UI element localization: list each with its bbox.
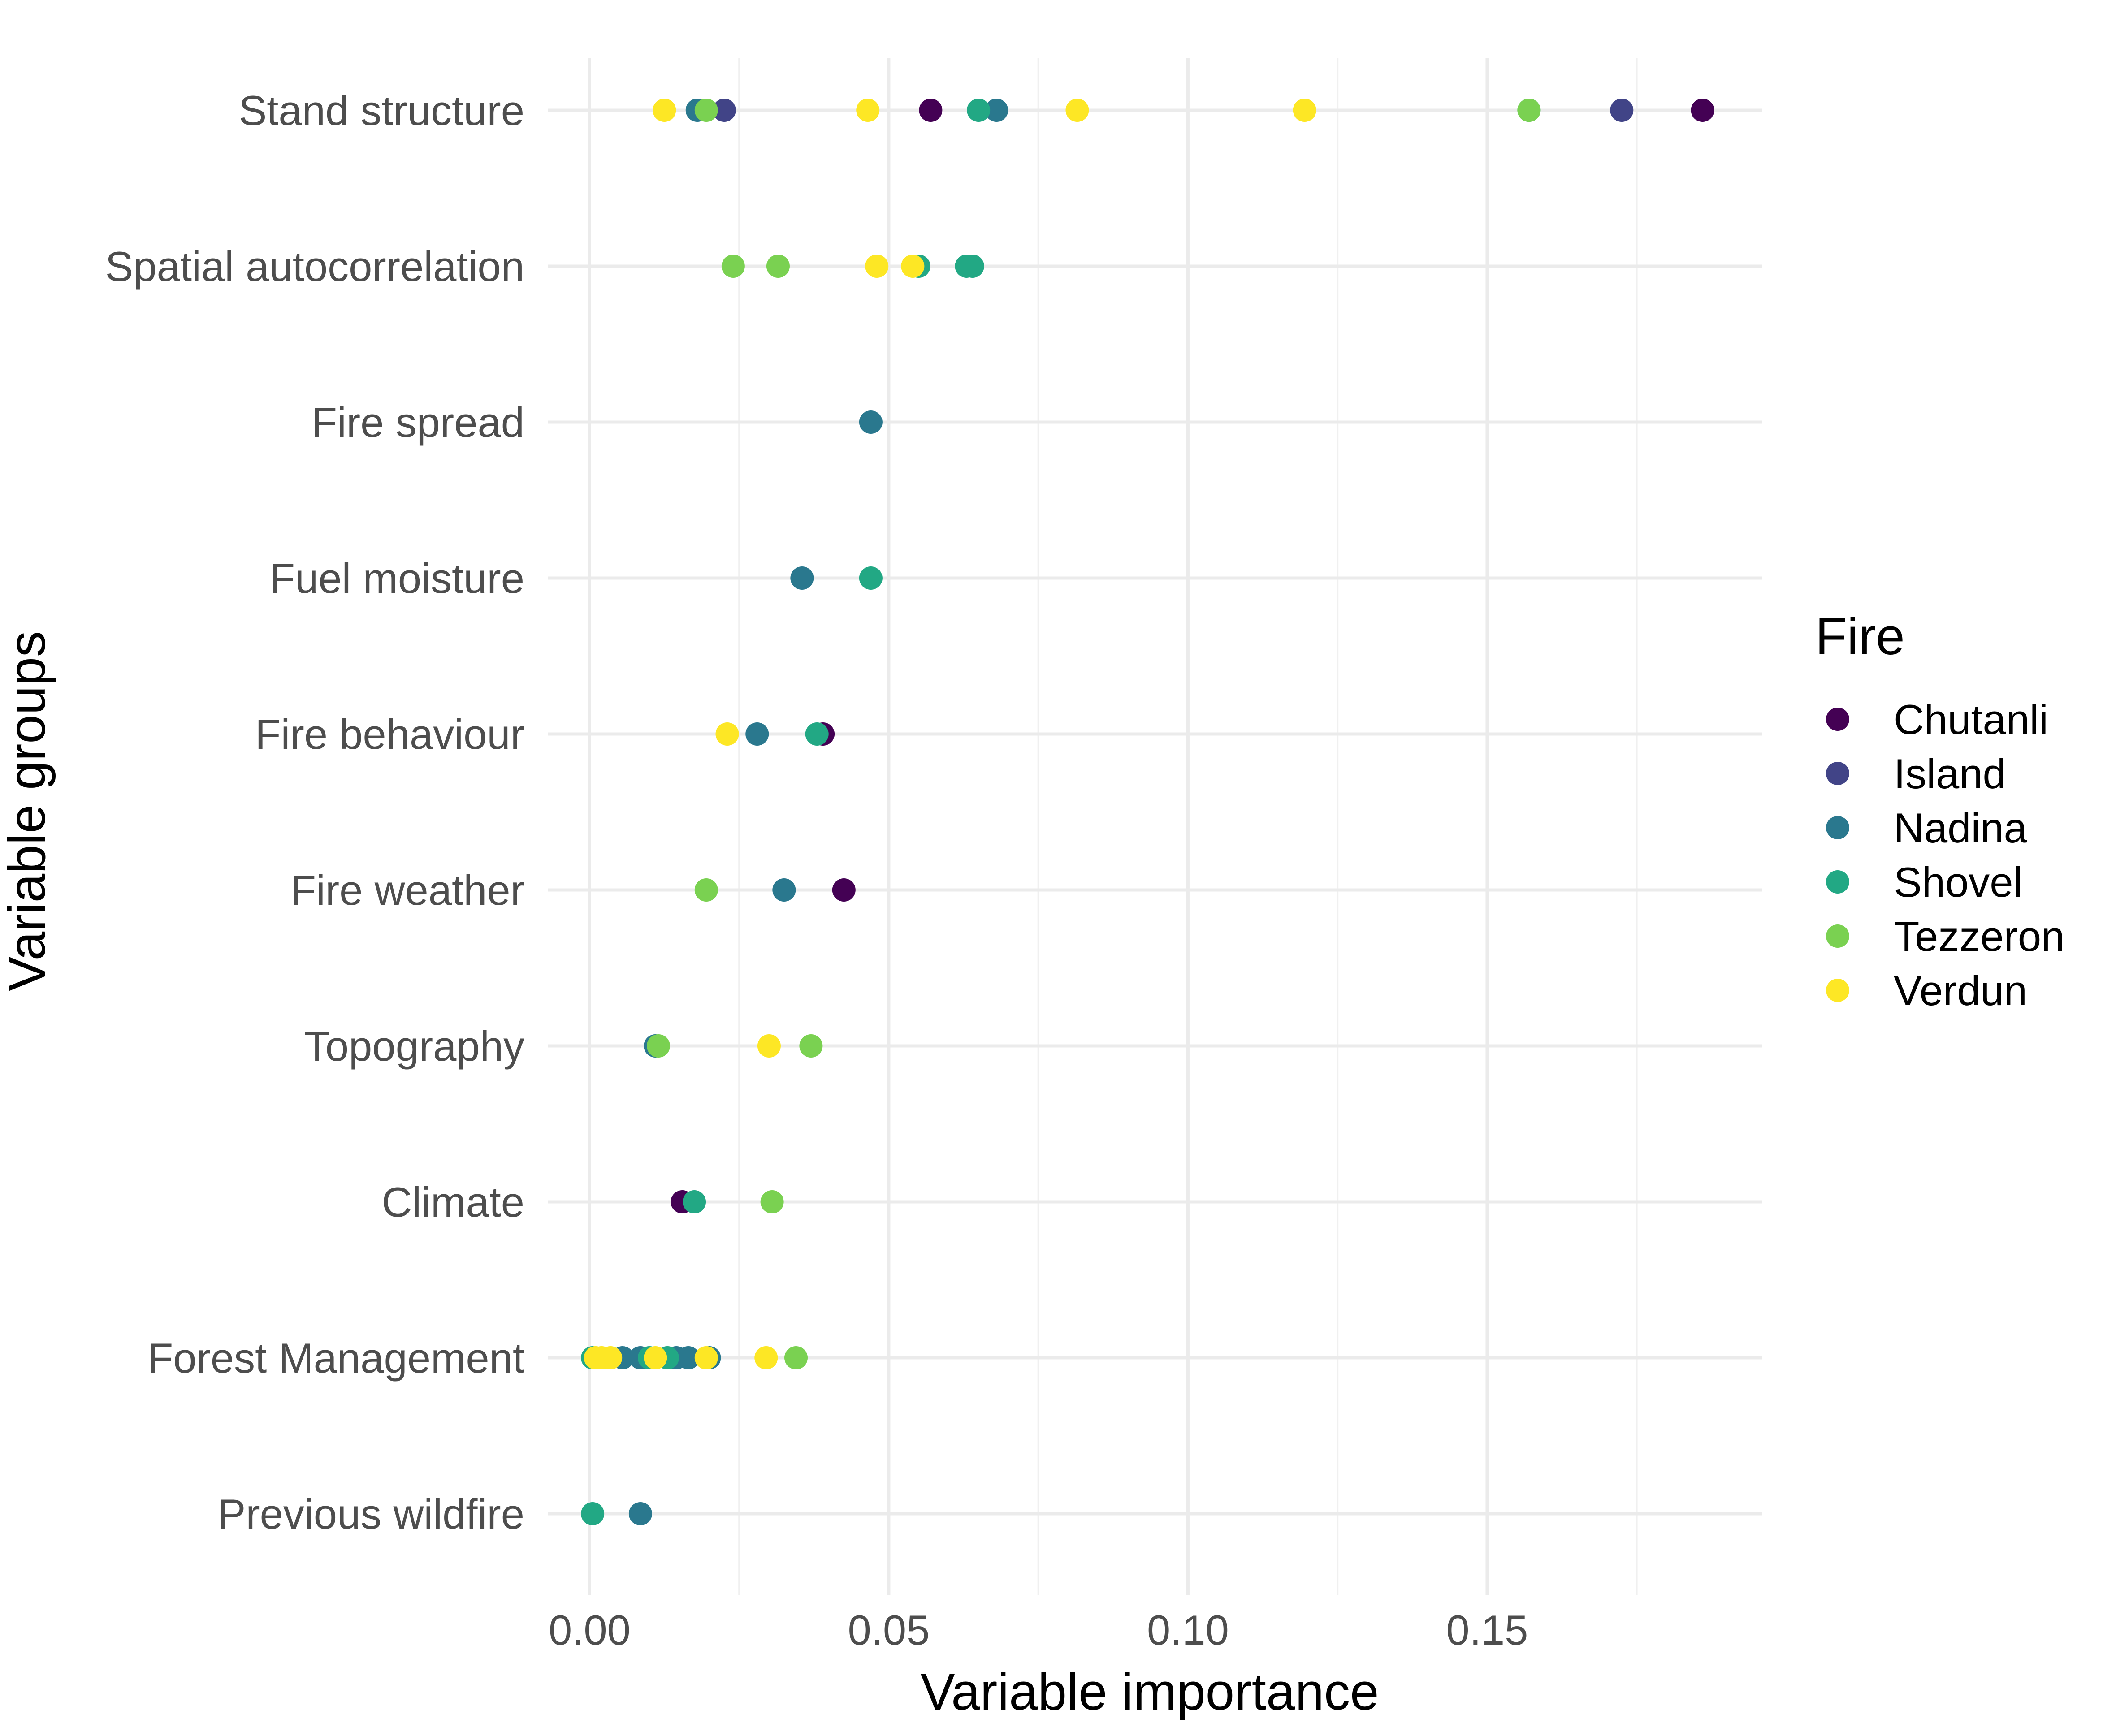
point-nadina [790, 566, 814, 590]
point-verdun [757, 1034, 781, 1058]
x-tick-label: 0.05 [848, 1606, 930, 1654]
legend: Fire Chutanli Island Nadina Shovel Tezzeron V… [1815, 607, 2064, 1014]
point-verdun [599, 1346, 623, 1369]
legend-label-verdun: Verdun [1894, 967, 2027, 1014]
point-nadina [676, 1346, 700, 1369]
y-tick-label: Spatial autocorrelation [105, 243, 524, 290]
y-tick-label: Fire spread [312, 399, 524, 446]
point-tezzeron [766, 255, 790, 278]
y-tick-label: Fire behaviour [255, 711, 524, 758]
legend-label-island: Island [1894, 750, 2006, 797]
legend-key-island [1826, 762, 1849, 785]
point-tezzeron [760, 1190, 784, 1213]
data-points [581, 99, 1714, 1525]
point-shovel [581, 1502, 605, 1525]
x-tick-labels: 0.00 0.05 0.10 0.15 [549, 1606, 1528, 1654]
point-verdun [865, 255, 889, 278]
legend-key-shovel [1826, 870, 1849, 894]
point-tezzeron [799, 1034, 823, 1058]
x-axis-title: Variable importance [920, 1663, 1379, 1721]
y-tick-label: Forest Management [147, 1334, 524, 1382]
point-nadina [859, 410, 883, 434]
point-shovel [805, 722, 829, 746]
legend-key-chutanli [1826, 708, 1849, 731]
point-shovel [683, 1190, 706, 1213]
y-tick-label: Topography [304, 1023, 524, 1070]
x-tick-label: 0.10 [1147, 1606, 1229, 1654]
point-verdun [1293, 99, 1316, 122]
point-tezzeron [1517, 99, 1541, 122]
y-tick-label: Previous wildfire [218, 1490, 524, 1537]
legend-key-nadina [1826, 816, 1849, 839]
point-shovel [967, 99, 991, 122]
point-verdun [856, 99, 880, 122]
point-verdun [1065, 99, 1089, 122]
point-tezzeron [694, 99, 718, 122]
point-island [1610, 99, 1634, 122]
point-verdun [644, 1346, 667, 1369]
point-nadina [628, 1502, 652, 1525]
point-chutanli [919, 99, 943, 122]
legend-key-tezzeron [1826, 924, 1849, 948]
y-tick-label: Stand structure [239, 87, 524, 134]
legend-label-tezzeron: Tezzeron [1894, 913, 2064, 960]
point-tezzeron [646, 1034, 670, 1058]
point-chutanli [832, 878, 856, 902]
legend-label-nadina: Nadina [1894, 804, 2028, 851]
legend-label-shovel: Shovel [1894, 859, 2022, 906]
x-tick-label: 0.15 [1446, 1606, 1528, 1654]
x-tick-label: 0.00 [549, 1606, 631, 1654]
point-island [712, 99, 736, 122]
point-verdun [653, 99, 676, 122]
y-axis-title: Variable groups [0, 631, 56, 991]
y-tick-label: Climate [381, 1179, 524, 1226]
legend-items: Chutanli Island Nadina Shovel Tezzeron Verdun [1826, 696, 2064, 1014]
point-verdun [754, 1346, 778, 1369]
legend-title: Fire [1815, 607, 1905, 665]
point-shovel [961, 255, 984, 278]
point-tezzeron [721, 255, 745, 278]
legend-key-verdun [1826, 979, 1849, 1002]
point-verdun [715, 722, 739, 746]
point-tezzeron [694, 878, 718, 902]
point-verdun [694, 1346, 718, 1369]
point-shovel [859, 566, 883, 590]
point-chutanli [1691, 99, 1714, 122]
point-tezzeron [784, 1346, 808, 1369]
grid-major-lines [548, 58, 1762, 1595]
point-nadina [745, 722, 769, 746]
y-tick-labels: Stand structure Spatial autocorrelation Fi… [105, 87, 524, 1537]
grid-minor-lines [738, 58, 1638, 1595]
point-nadina [772, 878, 796, 902]
legend-label-chutanli: Chutanli [1894, 696, 2048, 743]
point-verdun [901, 255, 925, 278]
point-nadina [985, 99, 1008, 122]
y-tick-label: Fuel moisture [269, 555, 524, 602]
y-tick-label: Fire weather [290, 867, 524, 914]
